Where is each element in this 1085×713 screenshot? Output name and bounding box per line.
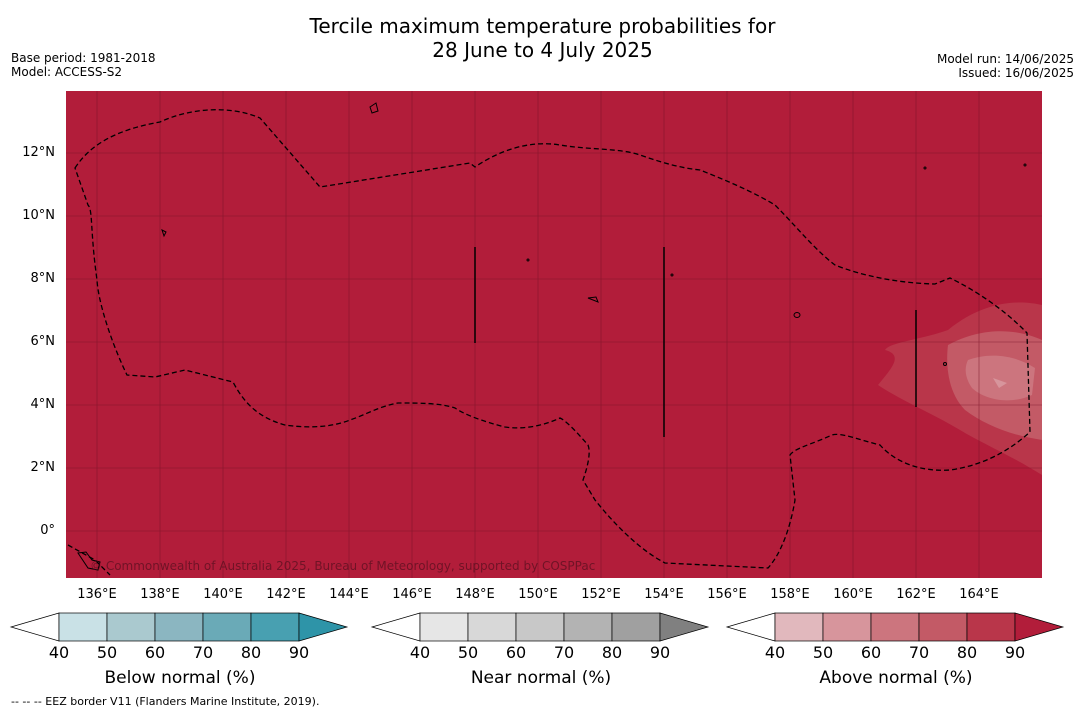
cb-near-seg-60-70 [515, 612, 565, 642]
lat-label-0: 0° [40, 523, 55, 538]
cb-near-seg-40-50 [419, 612, 469, 642]
eez-footnote: -- -- -- EEZ border V11 (Flanders Marine… [11, 695, 320, 708]
cb-above-arrow-left [725, 612, 776, 642]
colorbar-near-normal [370, 612, 710, 642]
cb-above-tick-80: 80 [956, 643, 978, 662]
lon-label-148e: 148°E [455, 587, 495, 602]
lat-label-10n: 10°N [22, 208, 55, 223]
issued-date: Issued: 16/06/2025 [958, 66, 1074, 80]
lat-label-2n: 2°N [30, 460, 56, 475]
cb-above-seg-80-90 [966, 612, 1016, 642]
meta-right: Model run: 14/06/2025 Issued: 16/06/2025 [937, 52, 1074, 80]
cb-above-seg-50-60 [822, 612, 872, 642]
map-title-line2: 28 June to 4 July 2025 [432, 38, 653, 62]
cb-below-seg-60-70 [154, 612, 204, 642]
cb-above-tick-40: 40 [764, 643, 786, 662]
cb-near-tick-40: 40 [409, 643, 431, 662]
lon-label-146e: 146°E [392, 587, 432, 602]
lat-label-6n: 6°N [30, 334, 56, 349]
cb-below-tick-80: 80 [240, 643, 262, 662]
lon-label-136e: 136°E [77, 587, 117, 602]
cb-below-seg-40-50 [58, 612, 108, 642]
above-normal-60-region [965, 355, 1035, 401]
cb-below-seg-50-60 [106, 612, 156, 642]
cb-below-title: Below normal (%) [104, 668, 256, 688]
cb-near-seg-50-60 [467, 612, 517, 642]
cb-near-tick-80: 80 [601, 643, 623, 662]
cb-near-seg-70-80 [563, 612, 613, 642]
model-run: Model run: 14/06/2025 [936, 52, 1074, 66]
cb-near-arrow-left [370, 612, 421, 642]
base-period: Base period: 1981-2018 [11, 51, 156, 65]
lon-label-144e: 144°E [329, 587, 369, 602]
cb-below-seg-80-90 [250, 612, 300, 642]
cb-near-arrow-right [659, 612, 710, 642]
cb-below-arrow-right [298, 612, 349, 642]
model-name: Model: ACCESS-S2 [11, 65, 123, 79]
lon-label-156e: 156°E [707, 587, 747, 602]
lat-label-12n: 12°N [22, 145, 55, 160]
lon-label-158e: 158°E [770, 587, 810, 602]
cb-below-seg-70-80 [202, 612, 252, 642]
cb-near-tick-70: 70 [553, 643, 575, 662]
map-title-line1: Tercile maximum temperature probabilitie… [309, 14, 776, 38]
cb-below-tick-70: 70 [192, 643, 214, 662]
map-area [66, 91, 1042, 578]
boundary-lines [474, 247, 917, 437]
lon-label-154e: 154°E [644, 587, 684, 602]
eez-borders [67, 109, 1031, 576]
lon-label-142e: 142°E [266, 587, 306, 602]
cb-below-tick-90: 90 [288, 643, 310, 662]
cb-below-tick-50: 50 [96, 643, 118, 662]
cb-below-arrow-left [9, 612, 60, 642]
cb-near-title: Near normal (%) [470, 668, 612, 688]
cb-above-seg-60-70 [870, 612, 920, 642]
cb-above-title: Above normal (%) [819, 668, 973, 688]
islands [77, 102, 1027, 571]
lon-label-138e: 138°E [140, 587, 180, 602]
cb-above-tick-90: 90 [1004, 643, 1026, 662]
cb-near-seg-80-90 [611, 612, 661, 642]
cb-near-tick-60: 60 [505, 643, 527, 662]
lon-label-162e: 162°E [896, 587, 936, 602]
meta-left: Base period: 1981-2018 Model: ACCESS-S2 [11, 51, 156, 79]
cb-above-tick-60: 60 [860, 643, 882, 662]
cb-above-tick-50: 50 [812, 643, 834, 662]
lat-label-4n: 4°N [30, 397, 56, 412]
cb-near-tick-90: 90 [649, 643, 671, 662]
colorbar-above-normal [725, 612, 1065, 642]
lon-label-140e: 140°E [203, 587, 243, 602]
lon-label-164e: 164°E [959, 587, 999, 602]
cb-below-tick-40: 40 [48, 643, 70, 662]
cb-above-seg-40-50 [774, 612, 824, 642]
copyright-notice: © Commonwealth of Australia 2025, Bureau… [90, 559, 596, 573]
cb-above-seg-70-80 [918, 612, 968, 642]
cb-near-tick-50: 50 [457, 643, 479, 662]
above-normal-50-region [993, 378, 1007, 388]
cb-below-tick-60: 60 [144, 643, 166, 662]
lon-label-150e: 150°E [518, 587, 558, 602]
cb-above-arrow-right [1014, 612, 1065, 642]
lon-label-152e: 152°E [581, 587, 621, 602]
lat-label-8n: 8°N [30, 271, 56, 286]
lon-label-160e: 160°E [833, 587, 873, 602]
colorbar-below-normal [9, 612, 349, 642]
cb-above-tick-70: 70 [908, 643, 930, 662]
